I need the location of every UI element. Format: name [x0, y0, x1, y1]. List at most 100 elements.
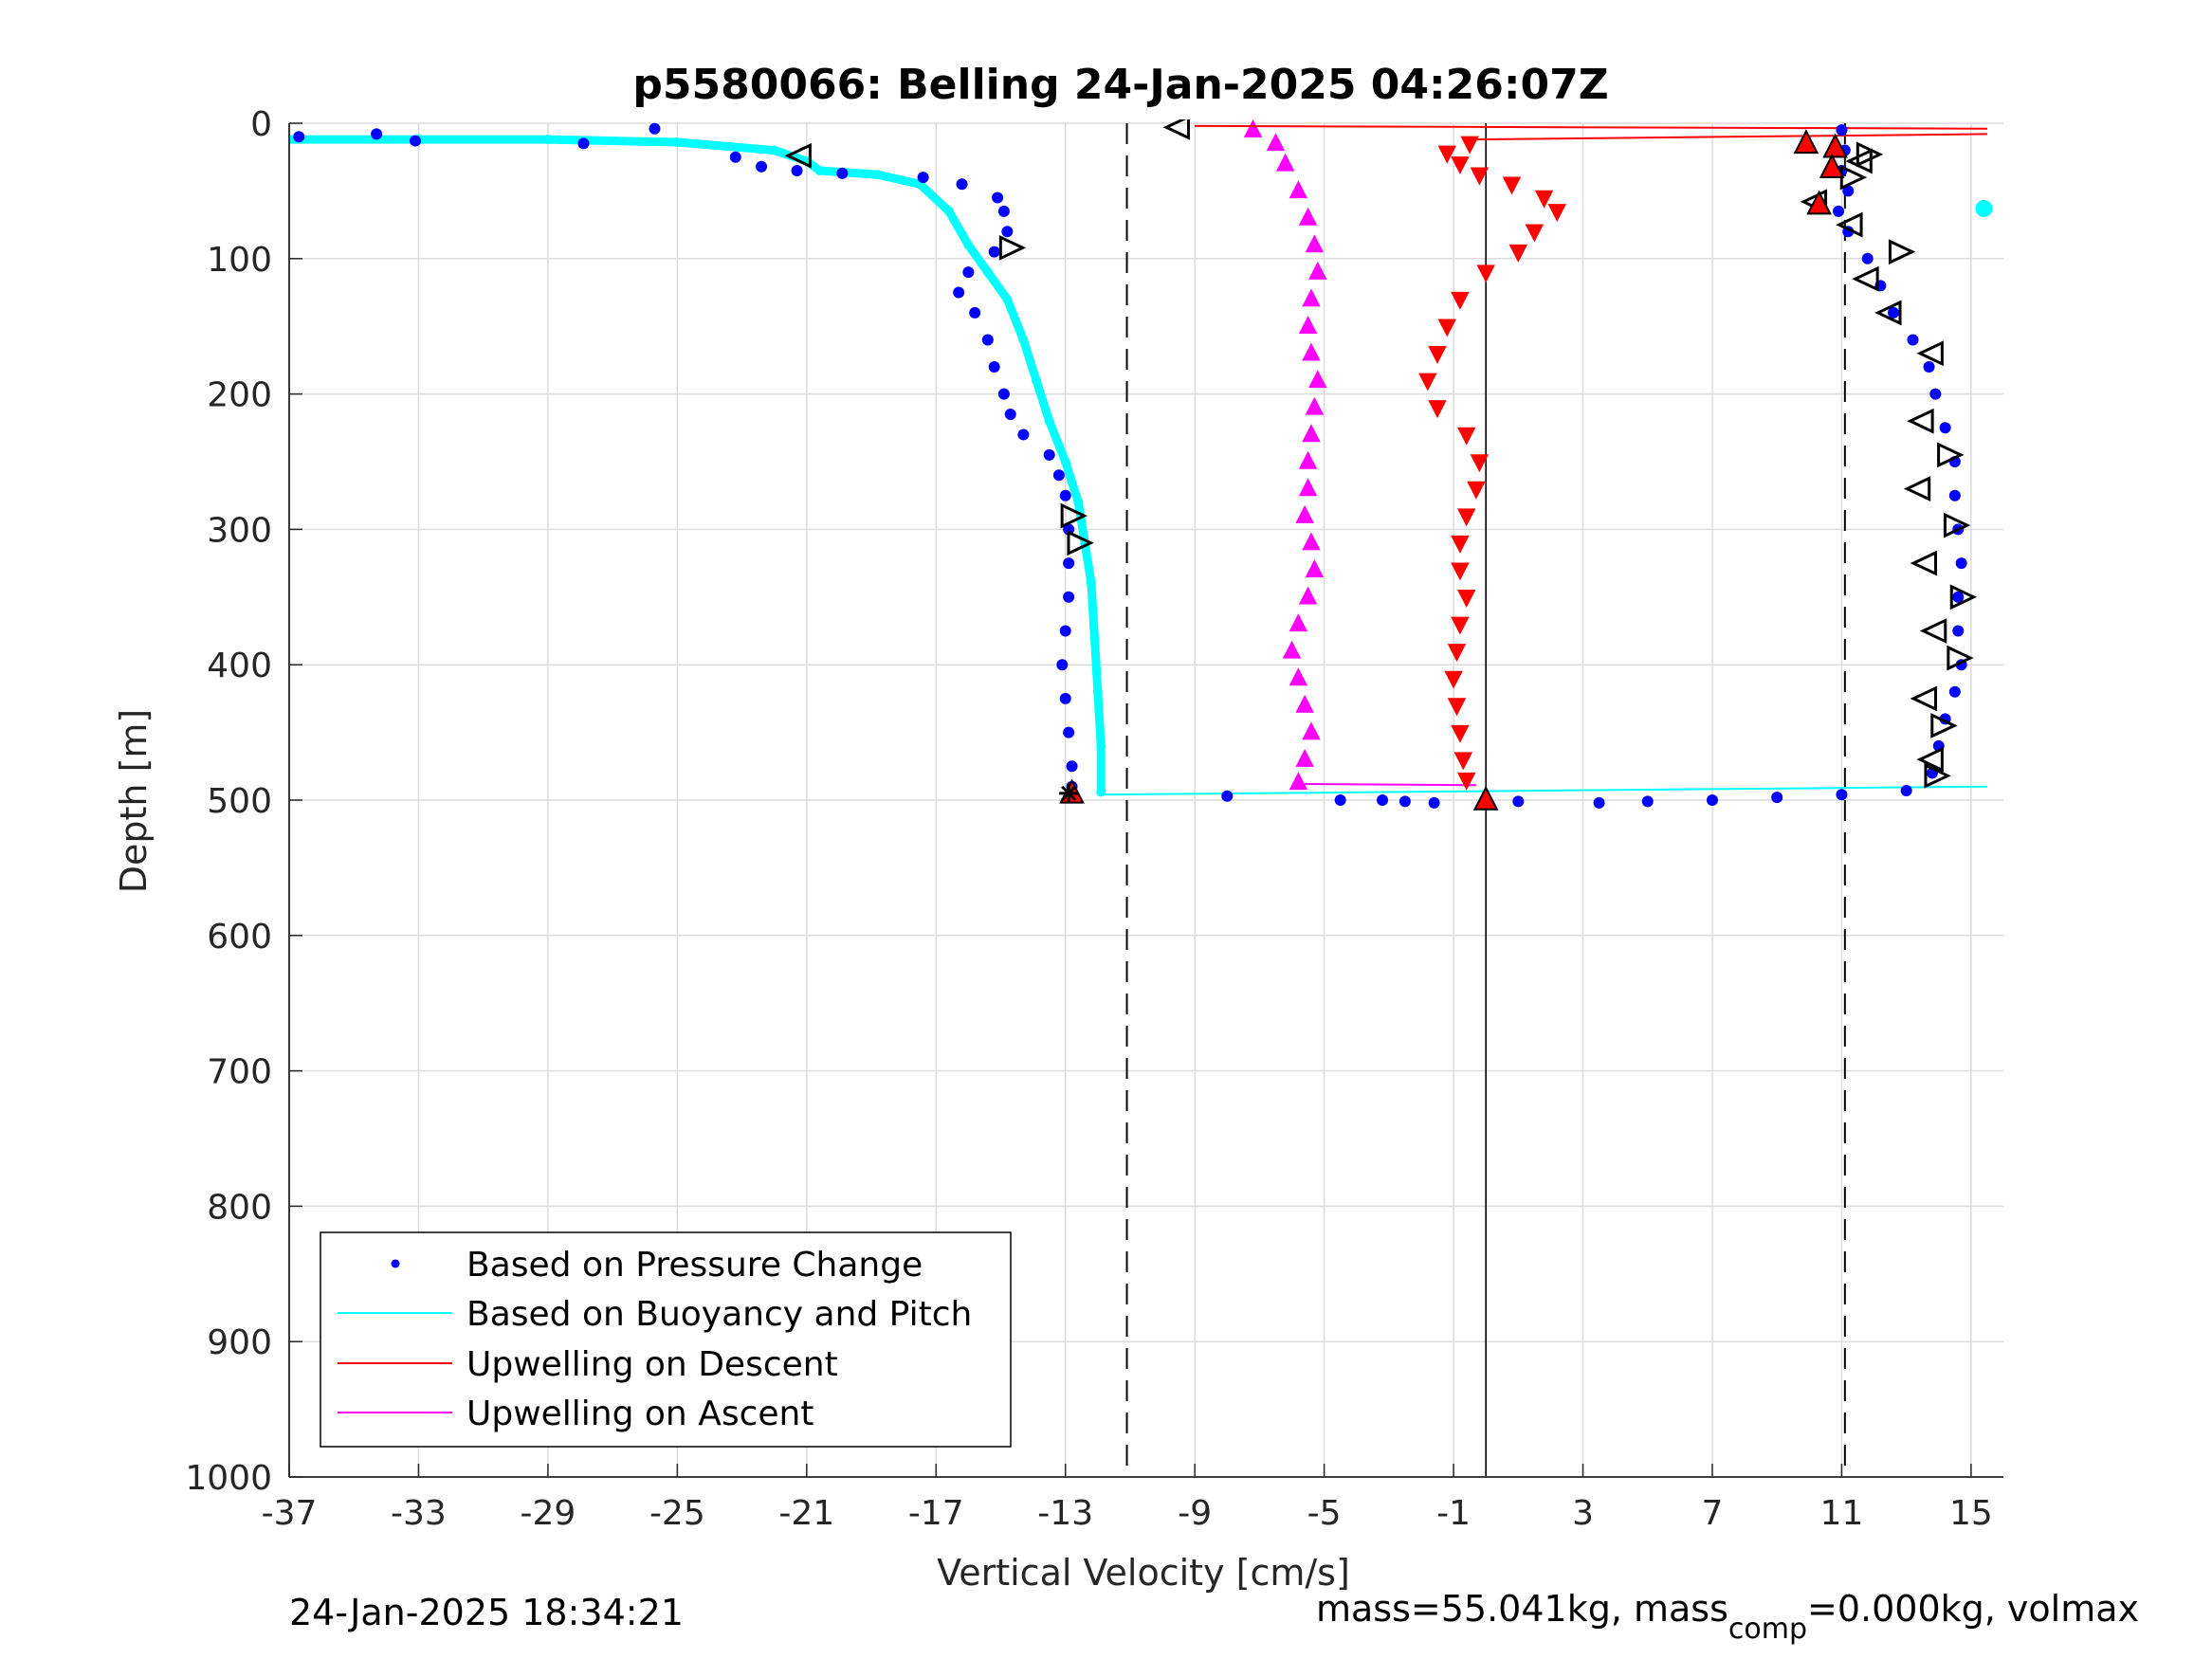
upwelling-ascent-point — [1295, 504, 1314, 523]
pressure-change-point — [917, 172, 929, 184]
upwelling-descent-point — [1534, 190, 1554, 209]
buoyancy-model-point — [872, 170, 883, 180]
upwelling-descent-line — [1475, 133, 1987, 141]
buoyancy-model-point — [963, 240, 974, 250]
pressure-change-point — [1923, 361, 1935, 374]
buoyancy-model-point — [1032, 375, 1042, 386]
buoyancy-model-point — [1089, 632, 1100, 643]
legend-label-upwelling-descent: Upwelling on Descent — [466, 1345, 838, 1384]
y-tick-label: 400 — [207, 647, 272, 685]
pressure-change-point — [1063, 591, 1075, 603]
upwelling-descent-point — [1451, 562, 1470, 581]
buoyancy-model-point — [1044, 416, 1054, 427]
pressure-change-point — [1059, 489, 1071, 501]
pressure-change-point — [1063, 523, 1075, 536]
pressure-change-point — [953, 286, 965, 299]
buoyancy-model-point — [814, 165, 825, 175]
upwelling-descent-point — [1451, 616, 1470, 635]
upwelling-descent-point — [1437, 319, 1456, 337]
buoyancy-model-point — [1018, 335, 1029, 345]
pressure-change-point — [1907, 334, 1919, 346]
pressure-change-point — [1052, 469, 1065, 482]
buoyancy-model-point — [672, 137, 683, 147]
pressure-change-point — [962, 266, 975, 279]
x-tick-label: 7 — [1702, 1494, 1724, 1533]
upwelling-descent-point — [1460, 136, 1479, 155]
pressure-change-point — [1334, 794, 1346, 806]
pressure-change-point — [1512, 795, 1525, 808]
pressure-change-point — [1043, 448, 1055, 461]
pressure-change-point — [992, 191, 1004, 204]
open-marker-left — [784, 142, 812, 169]
upwelling-ascent-point — [1282, 640, 1302, 659]
y-tick-label: 100 — [207, 241, 272, 280]
pressure-change-point — [410, 135, 422, 147]
footer-mass-info: mass=55.041kg, masscomp=0.000kg, volmax — [1316, 1588, 2139, 1646]
plot-data — [289, 119, 1993, 811]
upwelling-ascent-point — [1302, 342, 1321, 361]
pressure-change-point — [1017, 428, 1030, 441]
upwelling-descent-point — [1456, 590, 1476, 608]
pressure-change-point — [1888, 306, 1900, 319]
pressure-change-point — [1939, 422, 1951, 434]
open-marker-left — [1903, 476, 1931, 501]
x-tick-label: -37 — [262, 1494, 318, 1533]
open-marker-left — [1836, 211, 1863, 238]
upwelling-descent-point — [1451, 535, 1470, 554]
legend-box — [320, 1231, 1012, 1448]
upwelling-ascent-point — [1305, 559, 1325, 577]
upwelling-ascent-point — [1308, 370, 1327, 389]
x-axis-label: Vertical Velocity [cm/s] — [937, 1552, 1350, 1594]
pressure-change-point — [1641, 795, 1654, 808]
pressure-change-point — [997, 205, 1010, 217]
y-tick-label: 700 — [207, 1053, 272, 1092]
pressure-change-point — [1952, 625, 1965, 637]
upwelling-descent-point — [1444, 670, 1463, 689]
buoyancy-model-point — [982, 267, 993, 278]
star-marker — [1059, 783, 1079, 803]
upwelling-ascent-point — [1289, 667, 1308, 686]
pressure-change-point — [1706, 794, 1718, 806]
chart-title: p5580066: Belling 24-Jan-2025 04:26:07Z — [632, 61, 1608, 109]
x-tick-label: -9 — [1178, 1494, 1212, 1533]
upwelling-descent-point — [1470, 167, 1490, 186]
upwelling-descent-line — [1195, 124, 1987, 130]
pressure-change-point — [1842, 185, 1855, 197]
pressure-change-point — [1398, 795, 1411, 808]
upwelling-ascent-point — [1295, 748, 1314, 767]
pressure-change-point — [1948, 685, 1961, 698]
open-marker-left — [1916, 746, 1944, 773]
plot-area — [289, 119, 1993, 811]
pressure-change-point — [1428, 796, 1440, 809]
open-marker-left — [1919, 618, 1947, 644]
legend-label-upwelling-ascent: Upwelling on Ascent — [466, 1395, 814, 1433]
pressure-change-point — [1836, 124, 1848, 137]
open-marker-left — [1874, 300, 1902, 326]
upwelling-ascent-point — [1302, 721, 1321, 740]
buoyancy-model-point — [769, 145, 779, 155]
open-marker-right — [1949, 584, 1978, 611]
upwelling-ascent-point — [1298, 316, 1318, 334]
x-tick-label: 11 — [1820, 1494, 1864, 1533]
buoyancy-model-point — [542, 135, 553, 145]
upwelling-ascent-point — [1298, 478, 1318, 497]
pressure-change-point — [1377, 794, 1389, 806]
upwelling-descent-point — [1502, 176, 1522, 195]
pressure-change-point — [1221, 790, 1234, 802]
upwelling-descent-point — [1525, 224, 1545, 243]
open-marker-right — [1067, 530, 1094, 556]
legend-marker-pressure — [391, 1259, 400, 1268]
open-marker-right — [1888, 239, 1916, 265]
y-tick-label: 800 — [207, 1188, 272, 1227]
upwelling-descent-point — [1456, 508, 1476, 527]
upwelling-ascent-line — [1298, 782, 1476, 787]
buoyancy-model-point — [1096, 787, 1106, 797]
pressure-change-point — [577, 137, 590, 150]
open-marker-left — [1910, 685, 1938, 712]
pressure-change-point — [1063, 726, 1075, 738]
x-tick-label: -17 — [908, 1494, 964, 1533]
buoyancy-model-point — [1092, 686, 1103, 697]
upwelling-descent-point — [1451, 156, 1470, 175]
open-marker-right — [1930, 713, 1958, 738]
